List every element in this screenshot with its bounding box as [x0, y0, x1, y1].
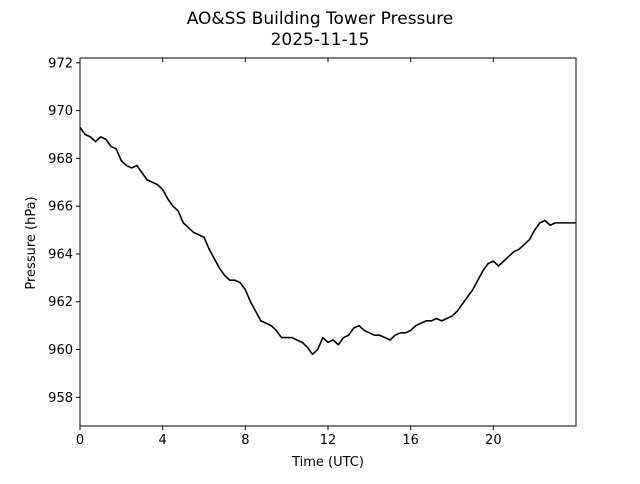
x-tick-label: 4	[159, 433, 167, 448]
y-tick-label: 970	[48, 104, 73, 119]
series-line-0	[80, 126, 576, 356]
y-tick-label: 960	[48, 343, 73, 358]
x-tick-label: 0	[76, 433, 84, 448]
y-axis-label: Pressure (hPa)	[24, 196, 39, 289]
x-axis-ticks: 0 4 8 12 16 20	[76, 58, 502, 448]
x-tick-label: 16	[402, 433, 419, 448]
y-tick-label: 966	[48, 200, 73, 215]
x-tick-label: 12	[320, 433, 337, 448]
y-tick-label: 962	[48, 295, 73, 310]
axes-frame	[79, 57, 577, 427]
y-tick-label: 972	[48, 56, 73, 71]
y-axis-ticks: 958 960 962 964 966 968 970 972	[48, 56, 80, 406]
x-tick-label: 20	[485, 433, 502, 448]
y-tick-label: 968	[48, 152, 73, 167]
plot-area	[79, 57, 577, 427]
chart-subtitle: 2025-11-15	[271, 30, 370, 50]
chart-title: AO&SS Building Tower Pressure	[187, 9, 454, 29]
y-tick-label: 964	[48, 247, 73, 262]
x-axis-label: Time (UTC)	[291, 455, 364, 470]
y-tick-label: 958	[48, 391, 73, 406]
x-tick-label: 8	[241, 433, 249, 448]
